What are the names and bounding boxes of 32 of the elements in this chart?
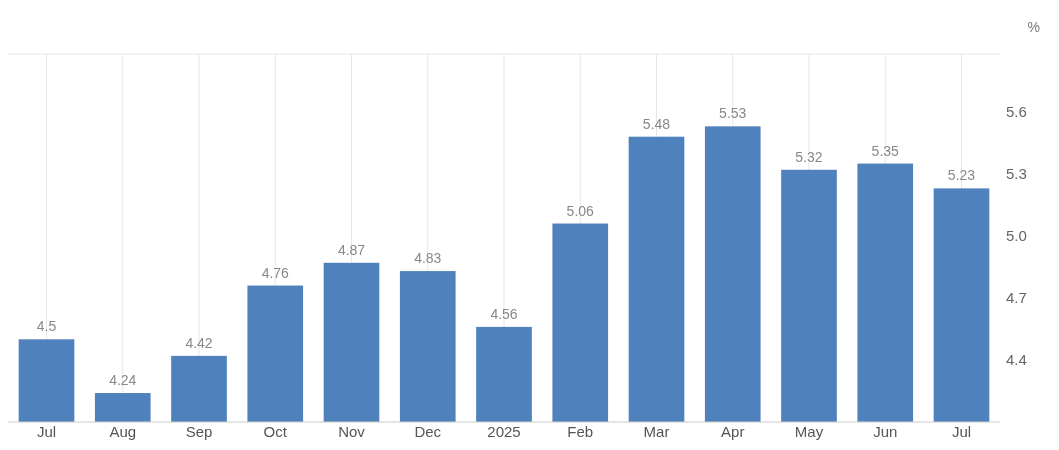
x-tick-label: Sep (185, 423, 213, 440)
x-tick-label: Jul (951, 423, 972, 440)
y-tick-label: 4.7 (1006, 288, 1027, 306)
x-tick-label: Dec (414, 423, 442, 440)
data-label: 4.83 (414, 250, 442, 267)
data-label: 5.23 (947, 167, 976, 184)
y-tick-label: 5.6 (1006, 102, 1027, 120)
x-tick-label: Nov (338, 423, 366, 440)
data-label: 5.06 (566, 202, 595, 219)
x-tick-label: 2025 (487, 423, 521, 440)
x-tick-label: May (794, 423, 824, 440)
data-label: 5.32 (795, 148, 823, 165)
data-label: 4.42 (185, 334, 213, 351)
x-tick-label: Jun (873, 423, 898, 440)
data-label: 5.48 (642, 115, 671, 132)
data-label: 4.76 (261, 264, 290, 281)
x-tick-label: Apr (721, 423, 745, 440)
x-tick-label: Jul (36, 423, 57, 440)
data-label: 4.56 (490, 305, 518, 322)
x-tick-label: Mar (643, 423, 670, 440)
x-tick-label: Aug (109, 423, 137, 440)
y-tick-label: 5.0 (1006, 226, 1027, 244)
y-tick-label: 5.3 (1006, 164, 1027, 182)
data-label: 4.24 (109, 372, 137, 389)
data-label: 5.35 (871, 142, 900, 159)
y-tick-label: 4.4 (1006, 350, 1027, 368)
y-axis-title: % (1027, 19, 1040, 35)
data-label: 4.5 (36, 318, 57, 335)
data-label: 4.87 (337, 241, 366, 258)
x-tick-label: Feb (567, 423, 594, 440)
x-tick-label: Oct (263, 423, 288, 440)
data-label: 5.53 (719, 105, 747, 122)
